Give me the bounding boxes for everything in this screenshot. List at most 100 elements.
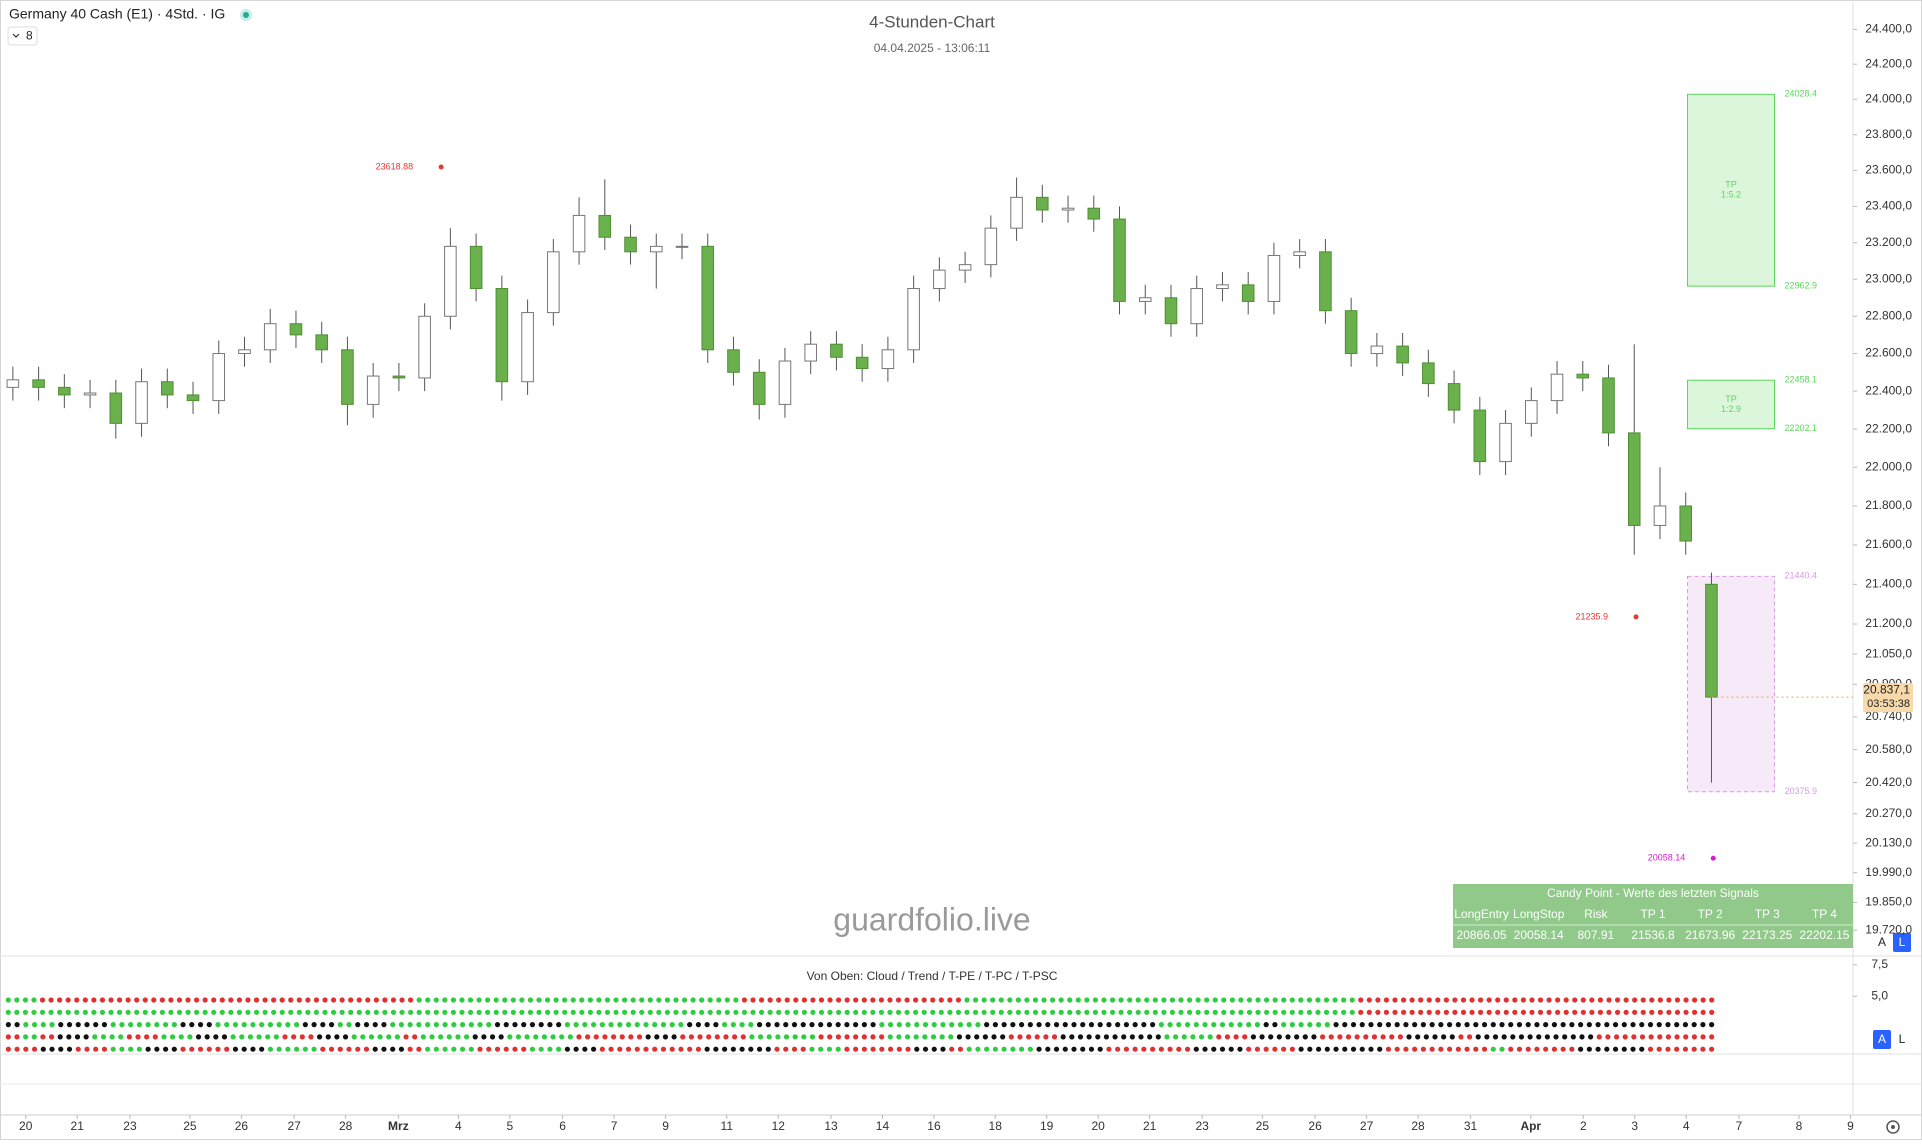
signal-dot [940, 1046, 946, 1052]
signal-price-label: 23618.88 [376, 161, 414, 171]
signal-dot [1560, 1022, 1566, 1028]
signal-dot [887, 1046, 894, 1052]
signal-dot [1333, 1022, 1339, 1028]
signal-dot [408, 1009, 414, 1015]
signal-dot [1298, 1046, 1304, 1052]
candle-body [238, 349, 251, 355]
signal-dot [493, 1009, 499, 1015]
candle-body [135, 381, 148, 424]
signal-dot [1385, 1046, 1392, 1052]
signal-dot [1001, 1022, 1007, 1028]
signal-dot [372, 1046, 378, 1052]
candle-body [1164, 297, 1178, 325]
signal-dot [313, 997, 320, 1003]
signal-dot [128, 1022, 134, 1028]
button[interactable] [1893, 1030, 1911, 1049]
button[interactable] [1873, 933, 1891, 952]
signal-dot [459, 1022, 466, 1028]
signal-dot [176, 1009, 183, 1015]
candle-body [495, 288, 509, 383]
signal-dot [381, 1046, 387, 1052]
signal-dot [673, 997, 679, 1003]
candle-body [933, 269, 946, 290]
signal-dot [826, 1022, 833, 1028]
signal-dot [765, 1046, 771, 1052]
signal-dot [65, 1009, 71, 1015]
signal-dot [493, 997, 499, 1003]
signal-dot [1152, 1009, 1158, 1015]
signal-dot [1211, 1046, 1217, 1052]
signal-dot [1041, 997, 1047, 1003]
y-tick-label: 24.000,0 [1865, 91, 1912, 105]
x-tick-label: 7 [1736, 1119, 1743, 1133]
x-tick-label: 7 [611, 1119, 618, 1133]
signal-dot [1238, 997, 1244, 1003]
signal-dot [39, 1009, 46, 1015]
candle-body [598, 214, 612, 238]
button[interactable] [1893, 933, 1911, 952]
signal-dot [93, 1046, 99, 1052]
signal-dot [587, 997, 593, 1003]
signal-dot [1302, 1034, 1308, 1040]
signal-dot [31, 1022, 38, 1028]
signal-dot [425, 1046, 431, 1052]
settings-icon[interactable] [1886, 1120, 1900, 1134]
signal-dot [922, 1046, 929, 1052]
signal-dot [58, 1022, 64, 1028]
signal-dot [930, 997, 936, 1003]
signal-dot [1017, 1034, 1023, 1040]
signal-dot [1534, 1046, 1540, 1052]
signal-dot [1075, 1009, 1081, 1015]
signal-dot [1115, 1022, 1121, 1028]
y-tick-label: 20.130,0 [1865, 835, 1912, 849]
signal-dot [981, 997, 987, 1003]
countdown: 03:53:38 [1867, 698, 1910, 710]
candle-body [1344, 310, 1358, 355]
signal-dot [125, 1009, 131, 1015]
button[interactable] [1873, 1030, 1891, 1049]
signal-dot [1109, 1009, 1116, 1015]
signal-dot [587, 1009, 593, 1015]
signal-dot [189, 1022, 195, 1028]
signal-dot [922, 1022, 929, 1028]
signal-dot [1106, 1022, 1112, 1028]
y-tick-label: 24.400,0 [1865, 22, 1912, 36]
signal-dot [91, 997, 97, 1003]
signal-dot [1212, 1009, 1218, 1015]
signal-dot [1709, 1034, 1715, 1040]
signal-dot [1692, 1009, 1698, 1015]
signal-dot [1024, 997, 1030, 1003]
signal-dot [853, 1034, 859, 1040]
signal-dot [716, 1009, 722, 1015]
signal-dot [793, 997, 799, 1003]
indicator-toggle[interactable] [7, 26, 38, 46]
signal-dot [1036, 1046, 1042, 1052]
signal-dot [1264, 997, 1270, 1003]
signal-dot [669, 1046, 675, 1052]
signal-dot [1289, 997, 1295, 1003]
signal-dot [65, 997, 71, 1003]
signal-dot [101, 1046, 108, 1052]
signal-dot [1176, 1022, 1182, 1028]
price-pane: 24.400,0 24.200,0 24.000,0 23.800,0 23.600,0… [6, 22, 1913, 1133]
signal-dot [5, 1034, 11, 1040]
x-tick-label: 21 [71, 1119, 85, 1133]
signal-dot [425, 1009, 431, 1015]
signal-dot [625, 1022, 632, 1028]
signal-dot [818, 1009, 825, 1015]
candle-body [32, 379, 45, 388]
signal-dot [1058, 997, 1064, 1003]
signal-dot [162, 1046, 169, 1052]
signal-dot [1375, 997, 1381, 1003]
signal-dot [634, 1022, 640, 1028]
signal-dot [879, 1034, 885, 1040]
signal-dot [716, 997, 722, 1003]
signal-dot [128, 1046, 134, 1052]
signal-dot [1123, 1046, 1130, 1052]
signal-dot [774, 1022, 780, 1028]
signal-dot [5, 1022, 11, 1028]
signal-dot [1543, 1046, 1549, 1052]
signal-dot [241, 1022, 247, 1028]
signal-dot [159, 1009, 165, 1015]
signal-dot [1464, 1022, 1470, 1028]
